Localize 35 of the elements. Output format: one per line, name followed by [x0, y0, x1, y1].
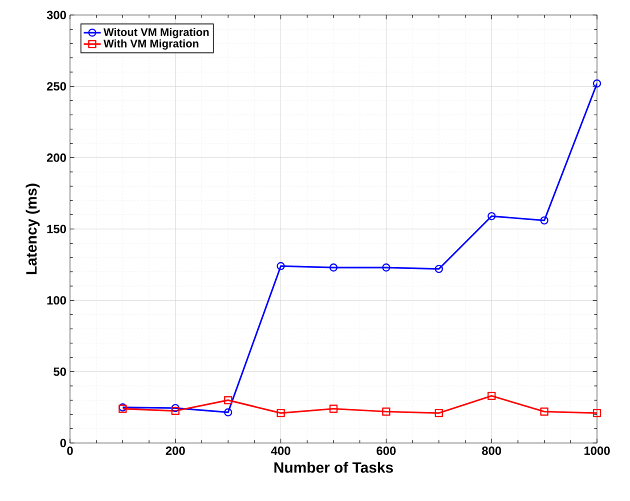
x-tick-label: 1000 — [584, 446, 610, 455]
x-tick-label: 600 — [376, 446, 396, 455]
point — [276, 262, 285, 270]
point — [276, 408, 285, 418]
x-tick-label: 0 — [67, 446, 73, 455]
y-tick-label: 300 — [46, 10, 66, 20]
y-tick-label: 0 — [60, 438, 66, 448]
y-axis-title: Latency (ms) — [26, 184, 40, 274]
point — [540, 408, 548, 416]
y-tick-label: 250 — [46, 82, 66, 91]
point — [592, 408, 602, 418]
point — [540, 216, 548, 225]
point — [382, 408, 390, 416]
point — [171, 404, 180, 412]
point — [329, 404, 338, 413]
y-tick-label: 100 — [47, 296, 66, 305]
point — [434, 264, 443, 274]
legend-label: Witout VM Migration — [104, 28, 209, 38]
point — [382, 263, 390, 272]
x-tick-label: 800 — [482, 446, 502, 455]
point — [488, 392, 496, 400]
x-axis-title: Number of Tasks — [274, 462, 393, 473]
point — [224, 396, 232, 404]
legend-label: With VM Migration — [104, 39, 198, 50]
point — [488, 212, 496, 220]
x-tick-label: 400 — [271, 446, 290, 455]
y-tick-label: 150 — [47, 224, 66, 234]
point — [329, 263, 338, 272]
y-tick-label: 200 — [46, 153, 66, 162]
point — [434, 408, 443, 418]
point — [224, 408, 232, 416]
y-tick-label: 50 — [54, 367, 66, 376]
point — [171, 406, 180, 415]
point — [592, 79, 602, 88]
x-tick-label: 200 — [166, 446, 185, 455]
